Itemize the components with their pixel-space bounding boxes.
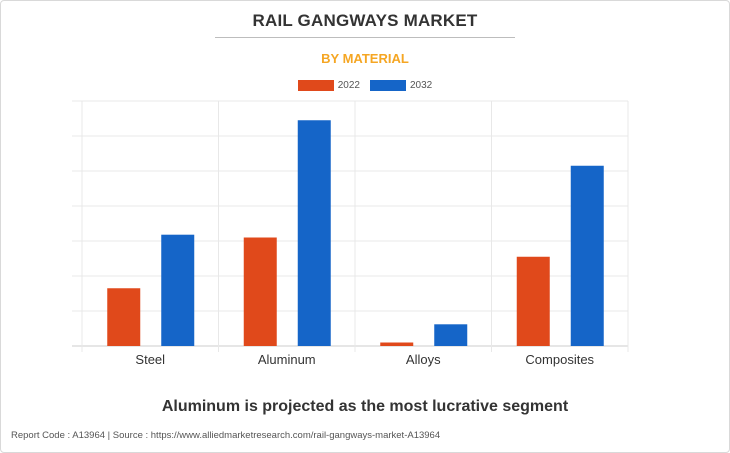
bar-2032-steel: [161, 234, 195, 346]
bar-2022-aluminum: [243, 237, 277, 346]
chart-caption: Aluminum is projected as the most lucrat…: [161, 398, 569, 415]
bar-2032-alloys: [434, 324, 468, 346]
x-tick-label: Aluminum: [258, 352, 316, 367]
title-divider: [215, 37, 515, 38]
chart-title: RAIL GANGWAYS MARKET: [252, 11, 478, 30]
legend-swatch-2022: [297, 80, 334, 91]
bar-2022-steel: [107, 288, 141, 346]
bar-2022-alloys: [380, 342, 414, 346]
bar-2032-aluminum: [297, 120, 331, 346]
legend-item-2032[interactable]: 2032: [370, 80, 432, 91]
x-tick-label: Steel: [135, 352, 165, 367]
report-footer: Report Code : A13964 | Source : https://…: [11, 430, 441, 441]
bar-2022-composites: [516, 256, 550, 346]
legend: 2022 2032: [0, 80, 730, 91]
bar-2032-composites: [570, 165, 604, 346]
x-tick-label: Alloys: [406, 352, 441, 367]
x-tick-label: Composites: [525, 352, 594, 367]
chart-subtitle: BY MATERIAL: [321, 51, 409, 66]
legend-label-2032: 2032: [410, 80, 433, 91]
legend-item-2022[interactable]: 2022: [297, 80, 360, 91]
legend-swatch-2032: [370, 80, 406, 91]
legend-label-2022: 2022: [337, 80, 360, 91]
